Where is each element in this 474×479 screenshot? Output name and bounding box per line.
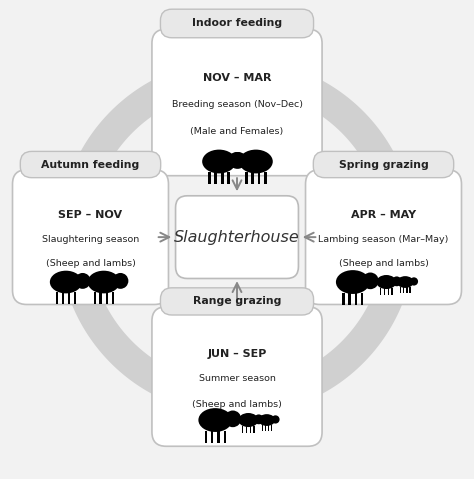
Text: (Male and Females): (Male and Females) (191, 127, 283, 136)
Text: NOV – MAR: NOV – MAR (203, 73, 271, 83)
Circle shape (254, 414, 264, 424)
Ellipse shape (376, 275, 396, 289)
Bar (218, 431, 220, 443)
Bar (264, 425, 266, 431)
Text: APR – MAY: APR – MAY (351, 210, 416, 220)
Circle shape (112, 273, 128, 289)
Bar (56, 292, 58, 304)
Bar (242, 426, 244, 433)
Polygon shape (191, 65, 217, 94)
Ellipse shape (199, 408, 232, 432)
Bar (258, 172, 260, 184)
Text: (Sheep and lambs): (Sheep and lambs) (338, 259, 428, 268)
Ellipse shape (88, 271, 120, 293)
Text: Autumn feeding: Autumn feeding (41, 160, 140, 170)
Bar (100, 292, 101, 304)
Bar (361, 293, 364, 305)
Text: JUN – SEP: JUN – SEP (207, 349, 267, 359)
Bar (228, 172, 230, 184)
Text: Slaughtering season: Slaughtering season (42, 235, 139, 244)
Ellipse shape (336, 270, 370, 294)
FancyBboxPatch shape (306, 170, 462, 305)
Circle shape (271, 415, 280, 423)
Bar (68, 292, 70, 304)
Circle shape (410, 277, 418, 285)
Bar (391, 288, 392, 296)
Bar (348, 293, 351, 305)
Text: Slaughterhouse: Slaughterhouse (174, 229, 300, 245)
Bar (400, 287, 401, 293)
Ellipse shape (397, 276, 414, 288)
Ellipse shape (238, 413, 258, 427)
Bar (406, 287, 408, 293)
Text: Indoor feeding: Indoor feeding (192, 19, 282, 28)
FancyBboxPatch shape (175, 196, 299, 278)
FancyBboxPatch shape (160, 288, 314, 315)
Bar (224, 431, 226, 443)
Bar (93, 292, 96, 304)
Bar (251, 172, 254, 184)
Bar (388, 288, 389, 296)
Polygon shape (191, 380, 217, 410)
Circle shape (225, 411, 241, 427)
Text: Breeding season (Nov–Dec): Breeding season (Nov–Dec) (172, 101, 302, 109)
Circle shape (392, 276, 401, 286)
Bar (268, 425, 269, 431)
Bar (250, 426, 251, 433)
Bar (262, 425, 263, 431)
Circle shape (228, 152, 245, 169)
Bar (403, 287, 404, 293)
Bar (264, 172, 266, 184)
FancyBboxPatch shape (12, 170, 168, 305)
Bar (342, 293, 345, 305)
Bar (111, 292, 114, 304)
Bar (271, 425, 272, 431)
Polygon shape (375, 173, 403, 200)
Bar (355, 293, 357, 305)
Bar (215, 172, 217, 184)
Text: Spring grazing: Spring grazing (338, 160, 428, 170)
Text: SEP – NOV: SEP – NOV (58, 210, 123, 220)
Ellipse shape (50, 271, 82, 293)
Text: Lambing season (Mar–May): Lambing season (Mar–May) (319, 235, 449, 244)
FancyBboxPatch shape (313, 151, 454, 178)
Bar (380, 288, 382, 296)
Polygon shape (257, 380, 283, 410)
Bar (253, 426, 255, 433)
Text: (Sheep and lambs): (Sheep and lambs) (46, 259, 136, 268)
Bar (211, 431, 213, 443)
Bar (246, 426, 247, 433)
FancyBboxPatch shape (20, 151, 161, 178)
Bar (383, 288, 385, 296)
Ellipse shape (258, 414, 275, 426)
FancyBboxPatch shape (152, 29, 322, 176)
Text: (Sheep and lambs): (Sheep and lambs) (192, 399, 282, 409)
Bar (106, 292, 108, 304)
Circle shape (230, 152, 246, 169)
Bar (221, 172, 224, 184)
Bar (205, 431, 207, 443)
Circle shape (362, 273, 379, 289)
Circle shape (75, 273, 91, 289)
Ellipse shape (239, 149, 273, 173)
Ellipse shape (202, 149, 236, 173)
FancyBboxPatch shape (160, 9, 314, 38)
Bar (62, 292, 64, 304)
Bar (209, 172, 211, 184)
Text: Summer season: Summer season (199, 375, 275, 383)
Bar (245, 172, 247, 184)
Text: Range grazing: Range grazing (193, 297, 281, 307)
FancyBboxPatch shape (152, 307, 322, 446)
Bar (74, 292, 76, 304)
